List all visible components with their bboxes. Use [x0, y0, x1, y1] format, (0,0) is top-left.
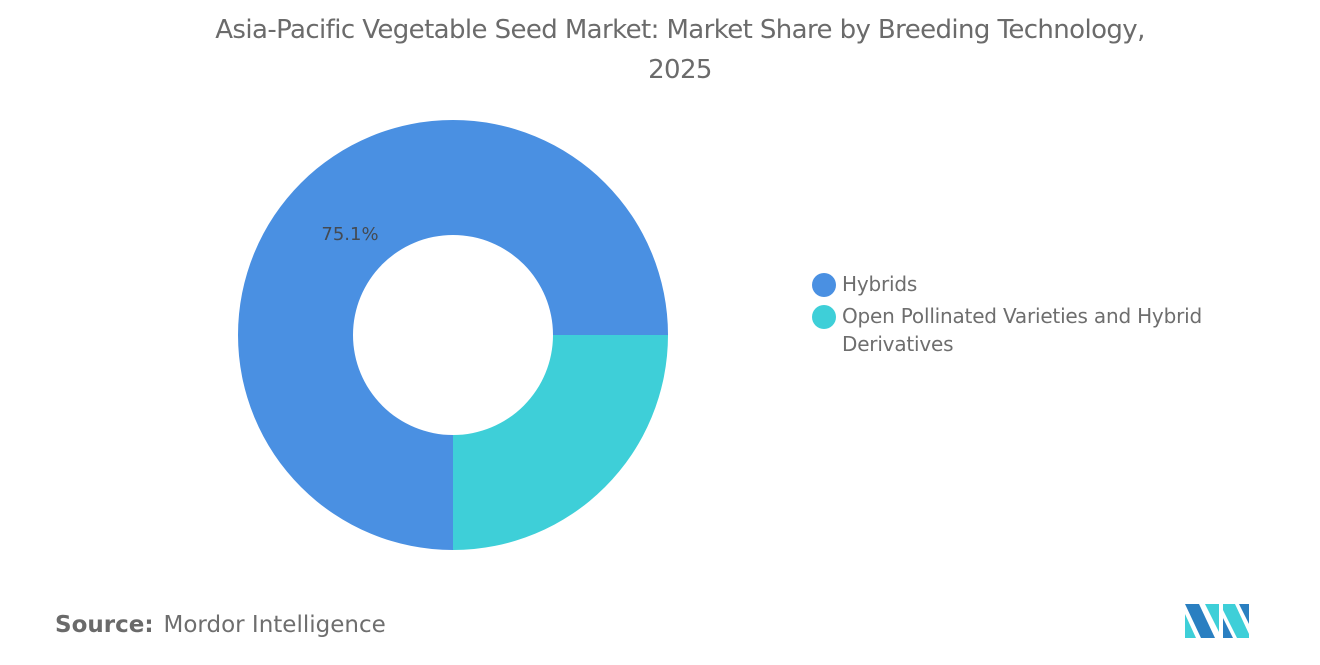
chart-title: Asia-Pacific Vegetable Seed Market: Mark… — [0, 10, 1320, 90]
source-name: Mordor Intelligence — [163, 612, 386, 638]
chart-title-line1: Asia-Pacific Vegetable Seed Market: Mark… — [215, 15, 1145, 45]
legend-item-hybrids[interactable]: Hybrids — [812, 270, 1232, 298]
legend-label: Open Pollinated Varieties and Hybrid Der… — [842, 304, 1202, 356]
legend-swatch-icon — [812, 273, 836, 297]
slice-hybrids[interactable] — [238, 120, 668, 550]
slice-label-hybrids: 75.1% — [321, 224, 378, 245]
legend: Hybrids Open Pollinated Varieties and Hy… — [812, 270, 1232, 362]
mordor-intelligence-logo-icon — [1185, 604, 1249, 638]
slice-open-pollinated[interactable] — [453, 335, 668, 550]
source-note: Source: Mordor Intelligence — [55, 612, 386, 638]
legend-item-open-pollinated[interactable]: Open Pollinated Varieties and Hybrid Der… — [812, 302, 1232, 358]
chart-title-line2: 2025 — [648, 55, 712, 85]
legend-label: Hybrids — [842, 272, 918, 296]
source-prefix: Source: — [55, 612, 154, 638]
legend-swatch-icon — [812, 305, 836, 329]
